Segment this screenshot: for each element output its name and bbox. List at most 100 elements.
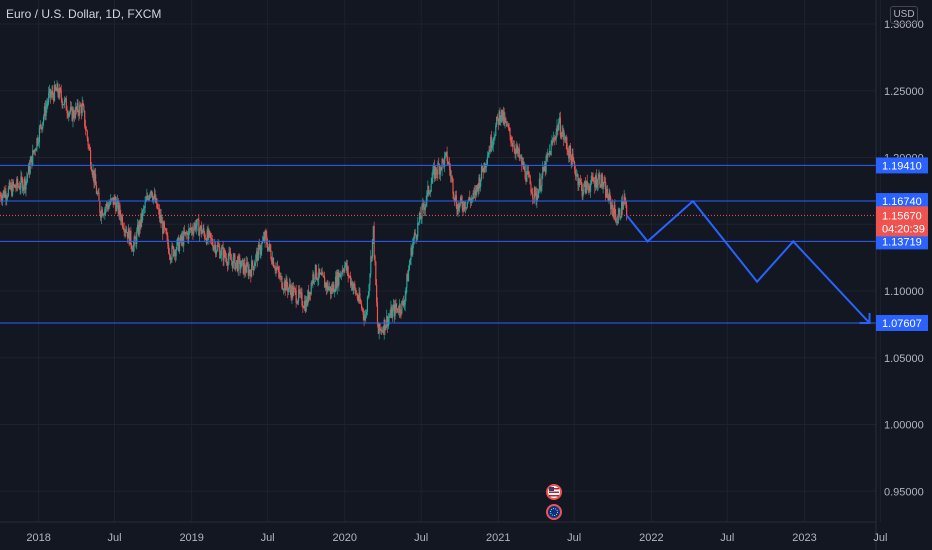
candle-body	[362, 308, 364, 315]
candle-body	[389, 315, 391, 317]
candle-body	[131, 248, 134, 252]
countdown-text: 04:20:39	[882, 223, 925, 235]
candle-body	[481, 166, 483, 172]
currency-button[interactable]: USD	[890, 6, 918, 24]
candle-body	[550, 143, 552, 156]
candle-body	[420, 218, 422, 220]
candle-body	[613, 205, 615, 218]
candle-body	[608, 192, 610, 202]
candle-body	[523, 166, 525, 170]
candle-body	[126, 232, 128, 233]
candle-body	[324, 282, 327, 288]
candle-body	[571, 153, 573, 167]
candle-body	[584, 181, 586, 185]
candle-body	[209, 230, 211, 233]
candle-body	[17, 185, 20, 187]
x-tick-label: Jul	[261, 532, 275, 544]
candle-body	[38, 127, 41, 143]
candle-body	[407, 274, 409, 282]
candle-body	[538, 178, 541, 190]
candle-body	[102, 214, 104, 216]
candle-body	[22, 179, 24, 191]
candle-body	[574, 162, 576, 170]
candle-body	[349, 276, 351, 277]
candle-body	[412, 243, 414, 255]
candle-body	[499, 111, 501, 122]
candle-body	[549, 150, 551, 156]
candle-body	[111, 197, 114, 199]
candle-body	[177, 237, 179, 241]
candle-body	[359, 293, 361, 302]
candle-body	[617, 214, 619, 223]
candle-body	[106, 203, 108, 207]
candle-body	[584, 181, 587, 194]
candle-body	[395, 303, 397, 309]
candle-body	[22, 187, 25, 191]
candle-body	[309, 292, 311, 295]
candle-body	[493, 137, 495, 139]
candle-body	[551, 140, 553, 144]
candle-body	[155, 198, 157, 203]
candle-body	[117, 200, 119, 214]
candle-body	[355, 288, 357, 294]
candle-body	[409, 259, 411, 265]
candle-body	[7, 187, 9, 196]
candle-body	[517, 148, 520, 154]
candle-body	[448, 163, 450, 165]
current-price-text: 1.15670	[882, 210, 922, 222]
candle-body	[187, 233, 189, 240]
candle-body	[545, 156, 547, 173]
candle-body	[241, 259, 244, 261]
candle-body	[463, 202, 465, 211]
candle-body	[173, 246, 175, 257]
candle-body	[518, 148, 520, 158]
candle-body	[558, 117, 561, 123]
candle-body	[569, 145, 572, 156]
candle-body	[234, 254, 236, 270]
candle-body	[464, 207, 467, 209]
candle-body	[240, 260, 243, 267]
candle-body	[397, 308, 399, 312]
candle-body	[425, 200, 427, 205]
candle-body	[204, 232, 206, 239]
candle-body	[84, 110, 86, 127]
candle-body	[54, 85, 56, 90]
candle-body	[245, 270, 247, 273]
candle-body	[87, 138, 89, 146]
candle-body	[251, 260, 253, 277]
candle-body	[310, 283, 312, 295]
candle-body	[250, 273, 252, 277]
candle-body	[439, 167, 442, 175]
candle-body	[415, 234, 417, 239]
candle-body	[386, 316, 388, 326]
candle-body	[483, 162, 485, 173]
projection-arrowhead	[859, 312, 871, 324]
candle-body	[317, 278, 319, 281]
candle-body	[83, 106, 85, 111]
eu-flag-bg	[548, 506, 560, 518]
candle-body	[330, 288, 332, 294]
candle-body	[308, 290, 310, 300]
candle-body	[423, 203, 425, 208]
candle-body	[604, 181, 606, 183]
candle-body	[314, 264, 317, 279]
candle-body	[226, 263, 228, 266]
candle-body	[488, 149, 490, 156]
candle-body	[276, 267, 278, 269]
candle-body	[535, 191, 537, 202]
candle-body	[33, 149, 35, 153]
candle-body	[191, 228, 193, 232]
candle-body	[352, 287, 354, 291]
candle-body	[435, 167, 437, 174]
candle-body	[25, 180, 27, 190]
candle-body	[157, 208, 159, 209]
candle-body	[464, 202, 466, 209]
candle-body	[62, 104, 64, 106]
candle-body	[595, 175, 597, 188]
candle-body	[509, 128, 511, 136]
candle-body	[127, 228, 129, 239]
candle-body	[605, 188, 608, 198]
candle-body	[623, 196, 625, 205]
